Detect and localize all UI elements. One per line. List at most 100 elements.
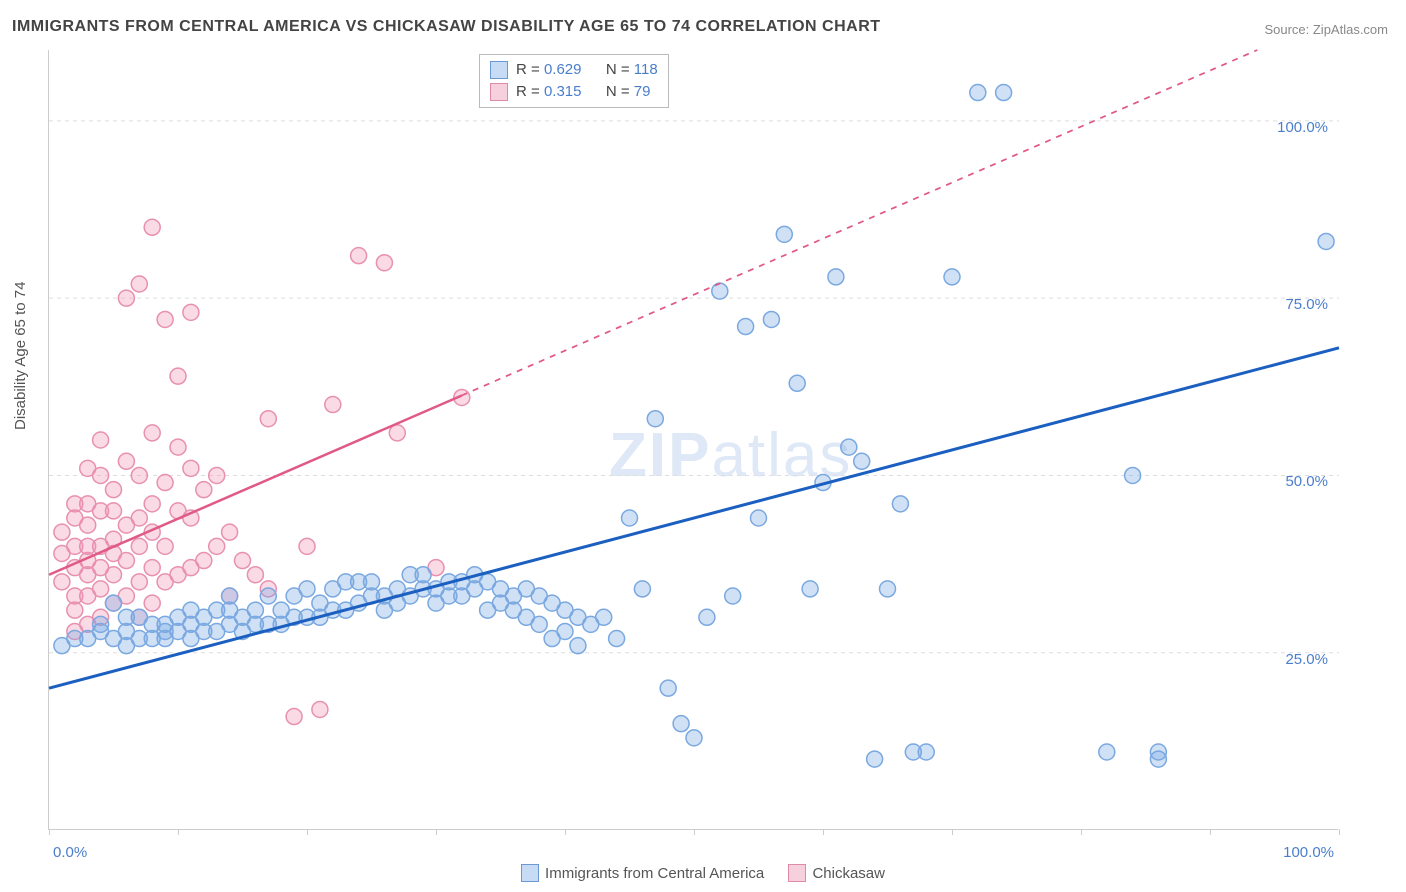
data-point — [247, 602, 263, 618]
data-point — [157, 311, 173, 327]
data-point — [776, 226, 792, 242]
data-point — [157, 616, 173, 632]
data-point — [1318, 233, 1334, 249]
y-tick-label: 25.0% — [1285, 651, 1328, 668]
chart-title: IMMIGRANTS FROM CENTRAL AMERICA VS CHICK… — [12, 18, 881, 36]
data-point — [93, 467, 109, 483]
data-point — [312, 701, 328, 717]
x-tick-mark — [565, 829, 566, 835]
r-prefix-b: R = — [516, 83, 544, 100]
swatch-series-a — [490, 61, 508, 79]
source-attribution: Source: ZipAtlas.com — [1264, 22, 1388, 37]
data-point — [660, 680, 676, 696]
data-point — [144, 496, 160, 512]
data-point — [802, 581, 818, 597]
data-point — [996, 85, 1012, 101]
data-point — [699, 609, 715, 625]
data-point — [54, 524, 70, 540]
data-point — [144, 560, 160, 576]
data-point — [144, 595, 160, 611]
legend-item-series-a: Immigrants from Central America — [521, 864, 764, 882]
data-point — [622, 510, 638, 526]
data-point — [131, 467, 147, 483]
data-point — [763, 311, 779, 327]
data-point — [209, 467, 225, 483]
x-tick-mark — [178, 829, 179, 835]
data-point — [106, 503, 122, 519]
data-point — [647, 411, 663, 427]
swatch-series-b-bottom — [788, 864, 806, 882]
data-point — [1150, 744, 1166, 760]
data-point — [570, 638, 586, 654]
data-point — [828, 269, 844, 285]
data-point — [351, 248, 367, 264]
data-point — [222, 524, 238, 540]
data-point — [260, 588, 276, 604]
data-point — [299, 581, 315, 597]
data-point — [918, 744, 934, 760]
data-point — [157, 538, 173, 554]
n-prefix-b: N = — [606, 83, 634, 100]
data-point — [892, 496, 908, 512]
data-point — [415, 567, 431, 583]
data-point — [557, 623, 573, 639]
data-point — [596, 609, 612, 625]
data-point — [54, 574, 70, 590]
trend-line — [49, 348, 1339, 688]
data-point — [286, 709, 302, 725]
swatch-series-a-bottom — [521, 864, 539, 882]
data-point — [389, 425, 405, 441]
data-point — [170, 439, 186, 455]
data-point — [106, 567, 122, 583]
y-tick-label: 75.0% — [1285, 296, 1328, 313]
legend-row-series-a: R = 0.629 N = 118 — [490, 59, 658, 81]
n-value-b: 79 — [634, 83, 651, 100]
data-point — [131, 510, 147, 526]
y-tick-label: 50.0% — [1285, 473, 1328, 490]
data-point — [93, 581, 109, 597]
data-point — [376, 255, 392, 271]
data-point — [725, 588, 741, 604]
data-point — [157, 475, 173, 491]
n-prefix: N = — [606, 61, 634, 78]
data-point — [944, 269, 960, 285]
source-label: Source: — [1264, 22, 1312, 37]
data-point — [299, 538, 315, 554]
y-axis-label: Disability Age 65 to 74 — [12, 282, 29, 430]
data-point — [712, 283, 728, 299]
data-point — [1099, 744, 1115, 760]
data-point — [1125, 467, 1141, 483]
y-tick-label: 100.0% — [1277, 119, 1328, 136]
data-point — [106, 482, 122, 498]
data-point — [183, 460, 199, 476]
r-value-b: 0.315 — [544, 83, 582, 100]
data-point — [222, 602, 238, 618]
legend-label-a: Immigrants from Central America — [545, 865, 764, 882]
x-tick-mark — [49, 829, 50, 835]
data-point — [144, 425, 160, 441]
data-point — [118, 553, 134, 569]
plot-area: ZIPatlas R = 0.629 N = 118 R = 0.315 N =… — [48, 50, 1338, 830]
x-tick-mark — [1210, 829, 1211, 835]
x-tick-mark — [823, 829, 824, 835]
chart-svg — [49, 50, 1338, 829]
data-point — [841, 439, 857, 455]
data-point — [118, 290, 134, 306]
data-point — [970, 85, 986, 101]
data-point — [673, 716, 689, 732]
data-point — [531, 616, 547, 632]
r-prefix: R = — [516, 61, 544, 78]
data-point — [196, 482, 212, 498]
x-tick-mark — [307, 829, 308, 835]
data-point — [325, 397, 341, 413]
x-tick-label: 0.0% — [53, 844, 87, 861]
x-tick-mark — [1081, 829, 1082, 835]
data-point — [854, 453, 870, 469]
data-point — [751, 510, 767, 526]
data-point — [209, 538, 225, 554]
r-value-a: 0.629 — [544, 61, 582, 78]
legend-item-series-b: Chickasaw — [788, 864, 885, 882]
data-point — [118, 453, 134, 469]
data-point — [247, 567, 263, 583]
data-point — [131, 574, 147, 590]
